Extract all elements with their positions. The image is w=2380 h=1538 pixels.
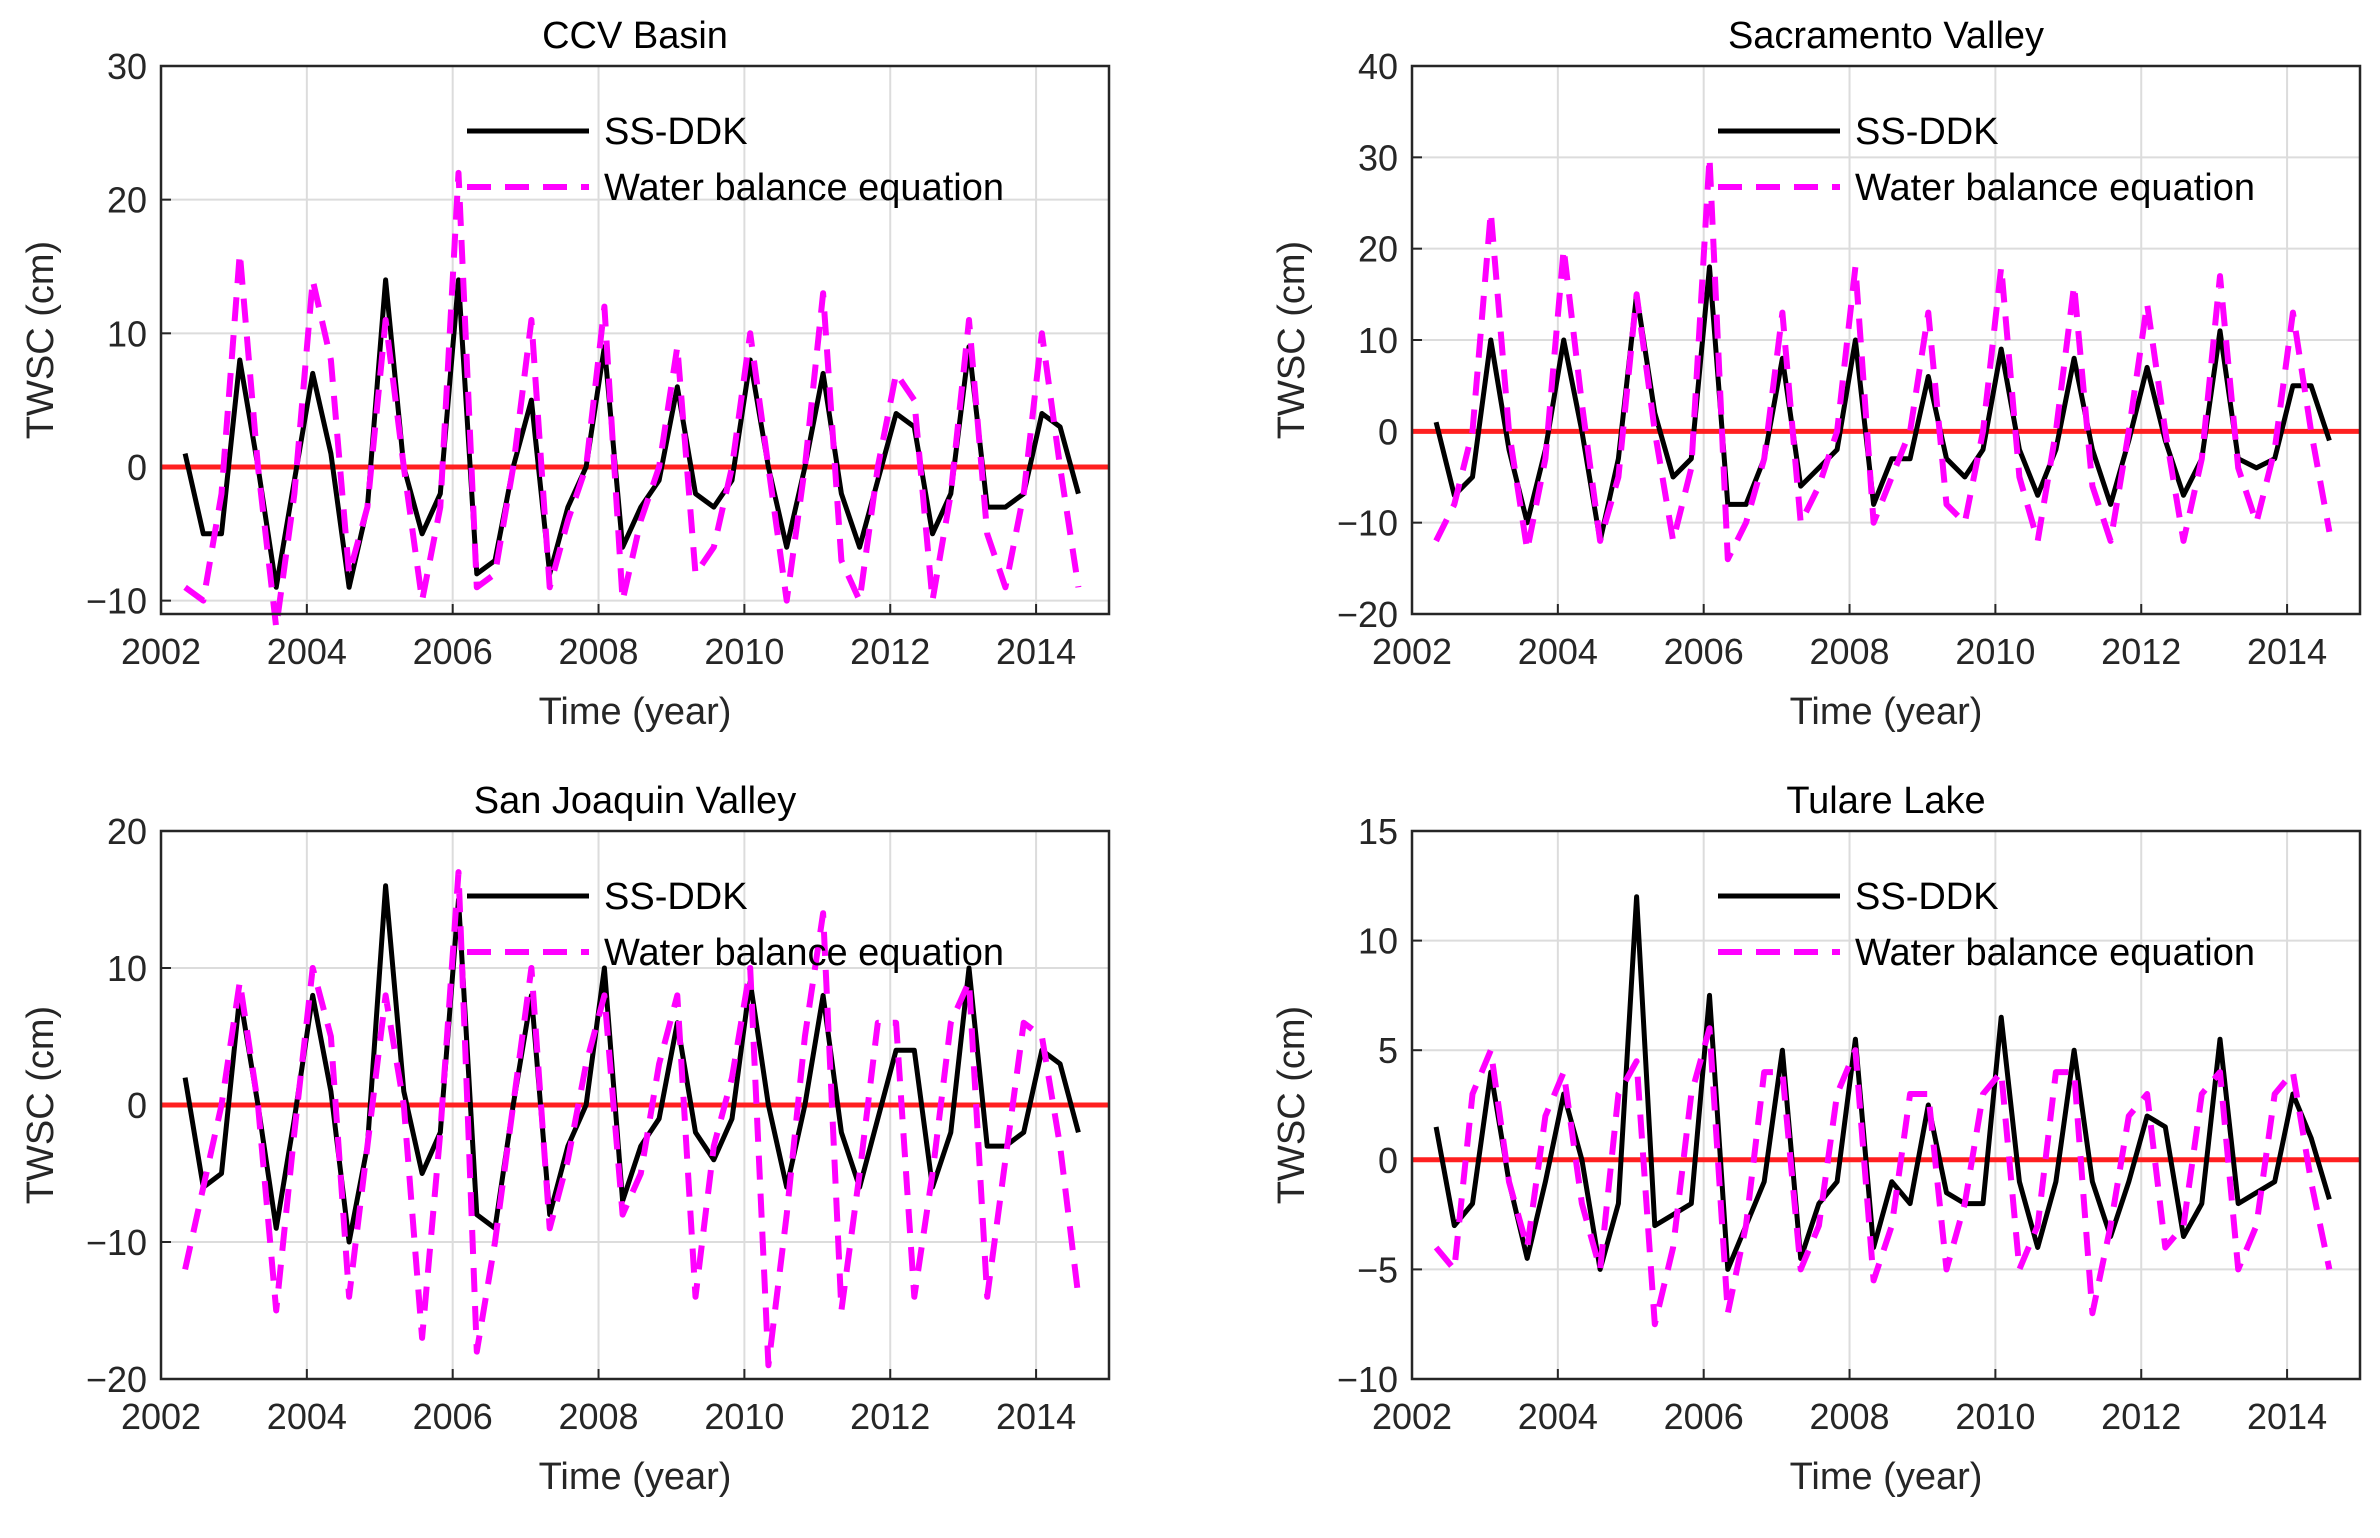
- chart-title: Sacramento Valley: [1728, 15, 2044, 57]
- x-tick-label: 2006: [1664, 1396, 1744, 1437]
- x-tick-label: 2014: [2247, 1396, 2327, 1437]
- x-tick-label: 2014: [2247, 631, 2327, 672]
- x-tick-label: 2008: [558, 631, 638, 672]
- x-tick-label: 2012: [850, 631, 930, 672]
- axes-box: [1410, 64, 2362, 616]
- x-tick-label: 2004: [1518, 1396, 1598, 1437]
- y-tick-label: 20: [107, 180, 147, 221]
- x-tick-label: 2002: [1372, 1396, 1452, 1437]
- y-tick-label: −10: [86, 1222, 147, 1263]
- series-line-water-balance: [182, 869, 1082, 1369]
- x-tick-label: 2010: [704, 1396, 784, 1437]
- y-axis-label: TWSC (cm): [20, 1006, 62, 1204]
- y-tick-label: −10: [1337, 503, 1398, 544]
- chart-title: CCV Basin: [542, 15, 728, 57]
- x-tick-label: 2008: [1809, 1396, 1889, 1437]
- axes-box: [159, 64, 1111, 616]
- x-tick-label: 2010: [704, 631, 784, 672]
- chart-title: San Joaquin Valley: [474, 780, 797, 822]
- x-axis-label: Time (year): [1790, 1456, 1983, 1498]
- x-axis-label: Time (year): [539, 691, 732, 733]
- legend-label: Water balance equation: [1855, 167, 2255, 209]
- series-line-ss-ddk: [1433, 894, 2332, 1272]
- panel-tulare-lake: 2002 2004 2006 2008 2010 2012 2014 −10 −5 0 5 10 15 T…: [1271, 780, 2362, 1498]
- y-tick-label: 10: [1358, 921, 1398, 962]
- x-tick-label: 2004: [267, 1396, 347, 1437]
- legend-label: Water balance equation: [604, 932, 1004, 974]
- y-tick-label: 30: [1358, 137, 1398, 178]
- x-tick-label: 2006: [413, 1396, 493, 1437]
- y-tick-label: −10: [1337, 1359, 1398, 1400]
- x-tick-label: 2004: [1518, 631, 1598, 672]
- x-tick-label: 2010: [1955, 1396, 2035, 1437]
- y-axis-label: TWSC (cm): [1271, 241, 1313, 439]
- y-tick-label: 5: [1378, 1030, 1398, 1071]
- x-axis-label: Time (year): [1790, 691, 1983, 733]
- chart-title: Tulare Lake: [1786, 780, 1985, 822]
- x-tick-label: 2012: [2101, 631, 2181, 672]
- y-tick-label: −20: [86, 1359, 147, 1400]
- x-tick-label: 2010: [1955, 631, 2035, 672]
- y-tick-label: 20: [107, 811, 147, 852]
- y-tick-label: 15: [1358, 811, 1398, 852]
- series-line-ss-ddk: [1433, 264, 2332, 544]
- panel-sacramento-valley: 2002 2004 2006 2008 2010 2012 2014 −20 −10 0 10 20 3…: [1271, 15, 2362, 733]
- y-tick-label: 10: [107, 948, 147, 989]
- x-tick-label: 2014: [996, 631, 1076, 672]
- y-tick-label: 0: [127, 447, 147, 488]
- x-axis-label: Time (year): [539, 1456, 732, 1498]
- x-tick-label: 2002: [1372, 631, 1452, 672]
- x-tick-label: 2002: [121, 631, 201, 672]
- x-tick-label: 2006: [413, 631, 493, 672]
- y-tick-label: 40: [1358, 46, 1398, 87]
- x-tick-label: 2008: [558, 1396, 638, 1437]
- x-tick-label: 2014: [996, 1396, 1076, 1437]
- y-tick-label: 20: [1358, 229, 1398, 270]
- y-tick-label: 0: [127, 1085, 147, 1126]
- x-tick-label: 2012: [2101, 1396, 2181, 1437]
- series-line-water-balance: [1433, 1025, 2333, 1328]
- axes-box: [159, 829, 1111, 1381]
- y-tick-label: −20: [1337, 594, 1398, 635]
- x-tick-label: 2008: [1809, 631, 1889, 672]
- legend-label: SS-DDK: [604, 876, 748, 918]
- y-tick-label: −10: [86, 581, 147, 622]
- legend-label: Water balance equation: [604, 167, 1004, 209]
- y-tick-label: 30: [107, 46, 147, 87]
- legend: SS-DDK Water balance equation: [467, 876, 1004, 974]
- x-tick-label: 2012: [850, 1396, 930, 1437]
- legend: SS-DDK Water balance equation: [1718, 876, 2255, 974]
- legend: SS-DDK Water balance equation: [1718, 111, 2255, 209]
- legend-label: SS-DDK: [1855, 111, 1999, 153]
- legend-label: SS-DDK: [1855, 876, 1999, 918]
- axes-box: [1410, 829, 2362, 1381]
- panel-san-joaquin-valley: 2002 2004 2006 2008 2010 2012 2014 −20 −10 0 10 20 S…: [20, 780, 1111, 1498]
- x-tick-label: 2006: [1664, 631, 1744, 672]
- legend-label: Water balance equation: [1855, 932, 2255, 974]
- y-tick-label: 0: [1378, 411, 1398, 452]
- y-tick-label: 10: [1358, 320, 1398, 361]
- legend: SS-DDK Water balance equation: [467, 111, 1004, 209]
- x-tick-label: 2002: [121, 1396, 201, 1437]
- y-axis-label: TWSC (cm): [1271, 1006, 1313, 1204]
- series-line-ss-ddk: [182, 277, 1081, 590]
- y-tick-label: 0: [1378, 1140, 1398, 1181]
- legend-label: SS-DDK: [604, 111, 748, 153]
- y-tick-label: 10: [107, 313, 147, 354]
- y-axis-label: TWSC (cm): [20, 241, 62, 439]
- x-tick-label: 2004: [267, 631, 347, 672]
- panel-ccv-basin: 2002 2004 2006 2008 2010 2012 2014 −10 0 10 20 30 CC…: [20, 15, 1111, 733]
- series-line-water-balance: [183, 169, 1082, 631]
- series-line-water-balance: [1433, 154, 2333, 563]
- y-tick-label: −5: [1357, 1249, 1398, 1290]
